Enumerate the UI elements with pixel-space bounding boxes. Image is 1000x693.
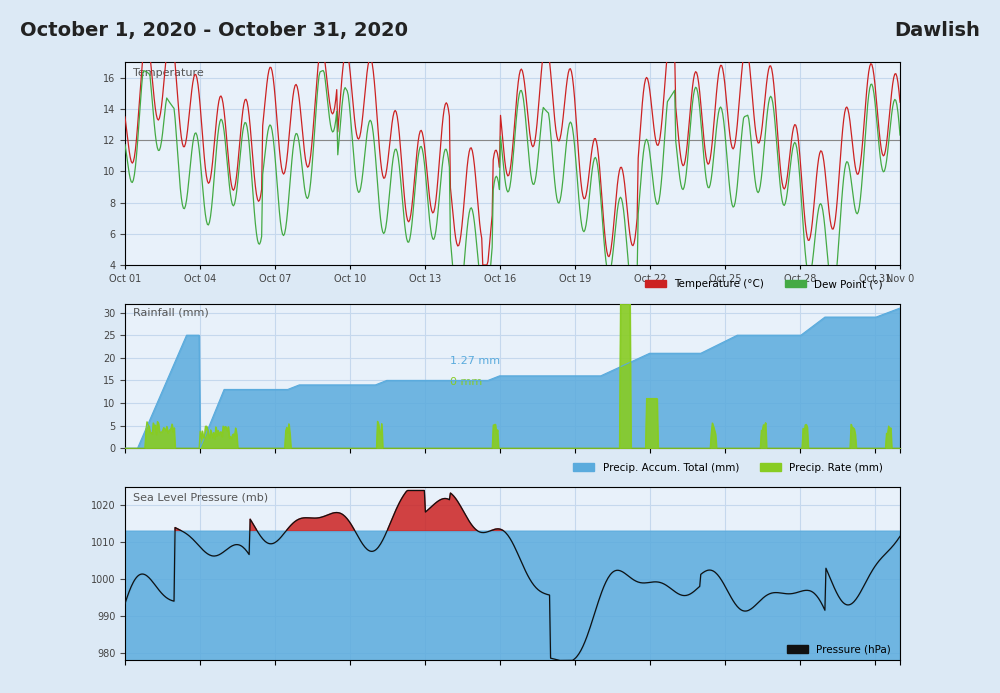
Legend: Precip. Accum. Total (mm), Precip. Rate (mm): Precip. Accum. Total (mm), Precip. Rate … bbox=[569, 458, 887, 477]
Text: Sea Level Pressure (mb): Sea Level Pressure (mb) bbox=[133, 492, 268, 502]
Legend: Temperature (°C), Dew Point (°): Temperature (°C), Dew Point (°) bbox=[641, 275, 887, 293]
Text: Dawlish: Dawlish bbox=[894, 21, 980, 40]
Text: Temperature: Temperature bbox=[133, 69, 204, 78]
Text: 0 mm: 0 mm bbox=[450, 376, 483, 387]
Text: Rainfall (mm): Rainfall (mm) bbox=[133, 308, 208, 318]
Text: 1.27 mm: 1.27 mm bbox=[450, 356, 501, 367]
Legend: Pressure (hPa): Pressure (hPa) bbox=[783, 640, 895, 659]
Text: October 1, 2020 - October 31, 2020: October 1, 2020 - October 31, 2020 bbox=[20, 21, 408, 40]
